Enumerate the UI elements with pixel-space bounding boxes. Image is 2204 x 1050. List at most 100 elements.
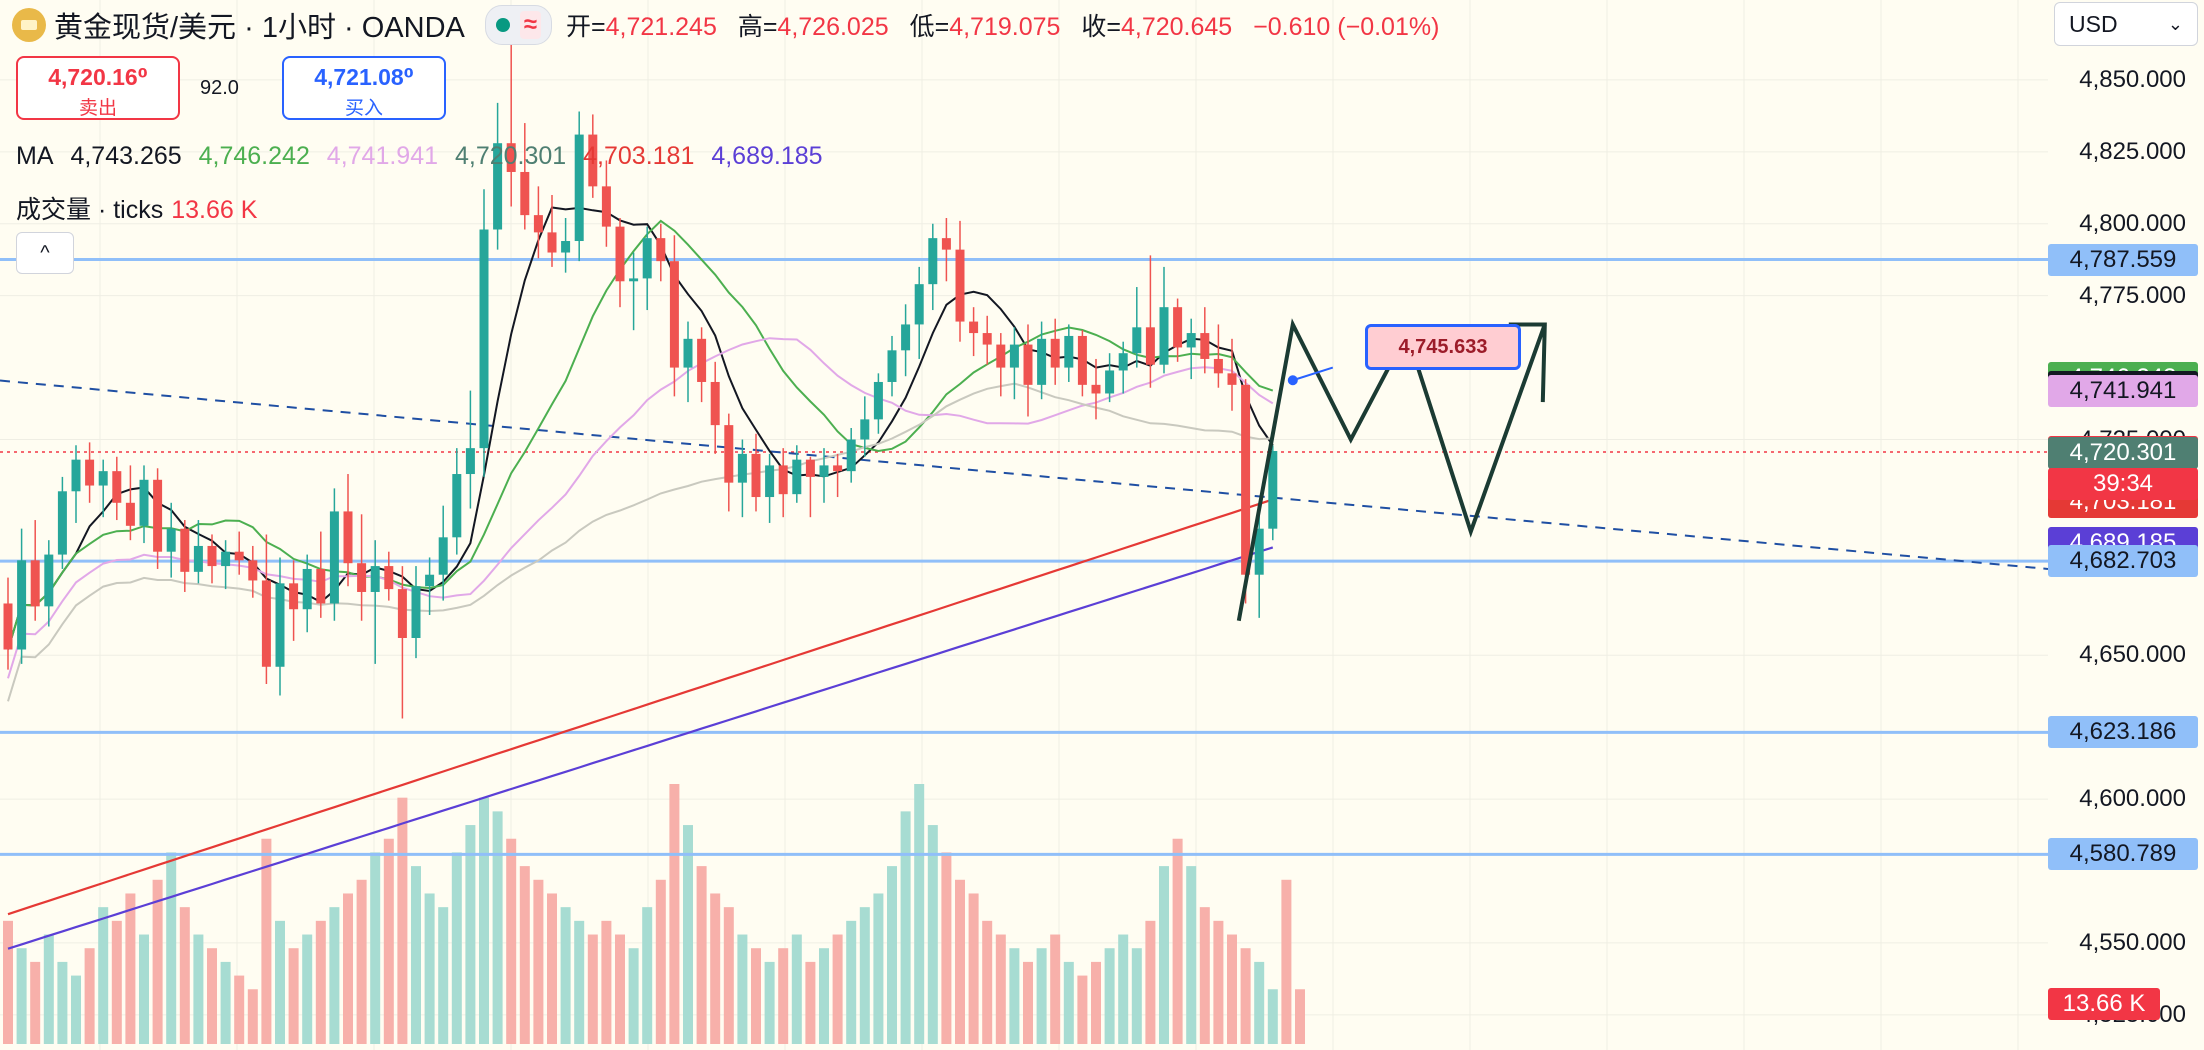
sell-button[interactable]: 4,720.16⁰ 卖出 [16, 56, 180, 120]
ma-line [7, 382, 1273, 702]
volume-bar [832, 934, 843, 1044]
volume-bar [111, 920, 122, 1044]
candle-body [574, 134, 584, 242]
candle-body [343, 511, 353, 564]
volume-bar [642, 907, 653, 1044]
candle-body [207, 545, 217, 567]
ma-value: 4,746.242 [198, 142, 310, 170]
volume-bar [1227, 934, 1237, 1044]
candle-body [180, 528, 190, 572]
volume-bar [438, 907, 449, 1044]
volume-bar [723, 907, 734, 1044]
ma-line [7, 546, 1274, 950]
approx-icon: ≈ [519, 11, 542, 39]
open-value: 4,721.245 [605, 13, 717, 41]
price-axis-tag: 4,741.941 [2048, 374, 2198, 407]
candle-body [289, 583, 299, 610]
volume-bar [71, 975, 81, 1044]
volume-bar [601, 920, 612, 1044]
volume-bar [465, 825, 476, 1044]
candle-body [57, 491, 67, 555]
ma-legend[interactable]: MA 4,743.265 4,746.242 4,741.941 4,720.3… [16, 142, 833, 171]
ma-value: 4,689.185 [711, 142, 823, 170]
volume-bar [927, 825, 938, 1044]
candle-body [629, 278, 639, 282]
volume-bar [1145, 920, 1156, 1044]
price-axis-tick: 4,550.000 [2079, 928, 2186, 956]
volume-bar [628, 948, 639, 1044]
candle-body [724, 425, 734, 483]
candle-body [1091, 384, 1101, 394]
high-value: 4,726.025 [777, 13, 889, 41]
volume-bar [519, 866, 530, 1044]
candle-body [1145, 327, 1155, 365]
volume-bar [982, 920, 993, 1044]
candle-body [520, 171, 530, 216]
volume-bar [302, 934, 313, 1044]
volume-bar [383, 838, 394, 1044]
candle-body [397, 589, 407, 638]
countdown-tag: 39:34 [2048, 468, 2198, 501]
zigzag-drawing [1236, 318, 1547, 622]
volume-value: 13.66 K [171, 196, 258, 224]
chevron-up-icon: ^ [40, 241, 50, 264]
candle-body [887, 350, 897, 382]
candle-body [302, 568, 312, 610]
price-axis-tag: 4,720.301 [2048, 437, 2198, 470]
volume-bar [370, 852, 381, 1044]
volume-bar [995, 934, 1006, 1044]
candle-body [384, 566, 394, 590]
ma-label: MA [16, 142, 54, 170]
volume-bar [166, 852, 177, 1044]
buy-label: 买入 [344, 98, 383, 119]
volume-bar [397, 797, 408, 1044]
candle-body [1105, 370, 1115, 394]
volume-bar [1281, 879, 1292, 1044]
gold-logo-icon [12, 8, 46, 42]
candle-body [710, 381, 720, 426]
candle-body [3, 603, 13, 650]
open-label: 开= [566, 13, 606, 41]
candle-body [153, 479, 163, 552]
candle-body [615, 226, 625, 282]
zigzag-arrowhead [1508, 322, 1547, 403]
price-axis-tick: 4,800.000 [2079, 209, 2186, 237]
price-callout[interactable]: 4,745.633 [1365, 324, 1521, 370]
candle-body [901, 324, 911, 351]
candle-body [833, 465, 843, 472]
volume-bar [125, 893, 136, 1044]
collapse-legend-button[interactable]: ^ [16, 232, 74, 274]
market-status-pill[interactable]: ≈ [484, 5, 553, 45]
volume-bar [1267, 989, 1278, 1044]
volume-bar [234, 975, 245, 1044]
volume-bar [1131, 948, 1142, 1044]
candle-body [792, 459, 802, 495]
candle-body [805, 459, 815, 477]
volume-bar [1104, 948, 1115, 1044]
candle-body [71, 459, 81, 492]
volume-bar [955, 879, 965, 1044]
candle-body [438, 537, 448, 575]
volume-bar [751, 948, 761, 1044]
trend-line [0, 379, 2049, 570]
price-axis-tag: 4,580.789 [2048, 838, 2198, 871]
currency-value: USD [2069, 10, 2118, 37]
volume-bar [900, 811, 911, 1044]
buy-button[interactable]: 4,721.08⁰ 买入 [282, 56, 446, 120]
candle-body [588, 134, 598, 187]
candle-body [1118, 353, 1128, 371]
volume-bar [84, 948, 95, 1044]
candle-body [357, 563, 367, 592]
currency-select[interactable]: USD ⌄ [2054, 2, 2198, 46]
spread-value: 92.0 [200, 77, 239, 99]
candle-body [1173, 307, 1183, 348]
volume-bar [492, 811, 503, 1044]
candle-body [275, 583, 285, 667]
volume-bar [315, 920, 326, 1044]
candle-body [125, 502, 135, 526]
volume-bar [98, 907, 109, 1044]
symbol-title[interactable]: 黄金现货/美元 · 1小时 · OANDA [54, 12, 465, 44]
volume-legend[interactable]: 成交量 · ticks 13.66 K [16, 190, 257, 226]
volume-bar [1077, 975, 1088, 1044]
